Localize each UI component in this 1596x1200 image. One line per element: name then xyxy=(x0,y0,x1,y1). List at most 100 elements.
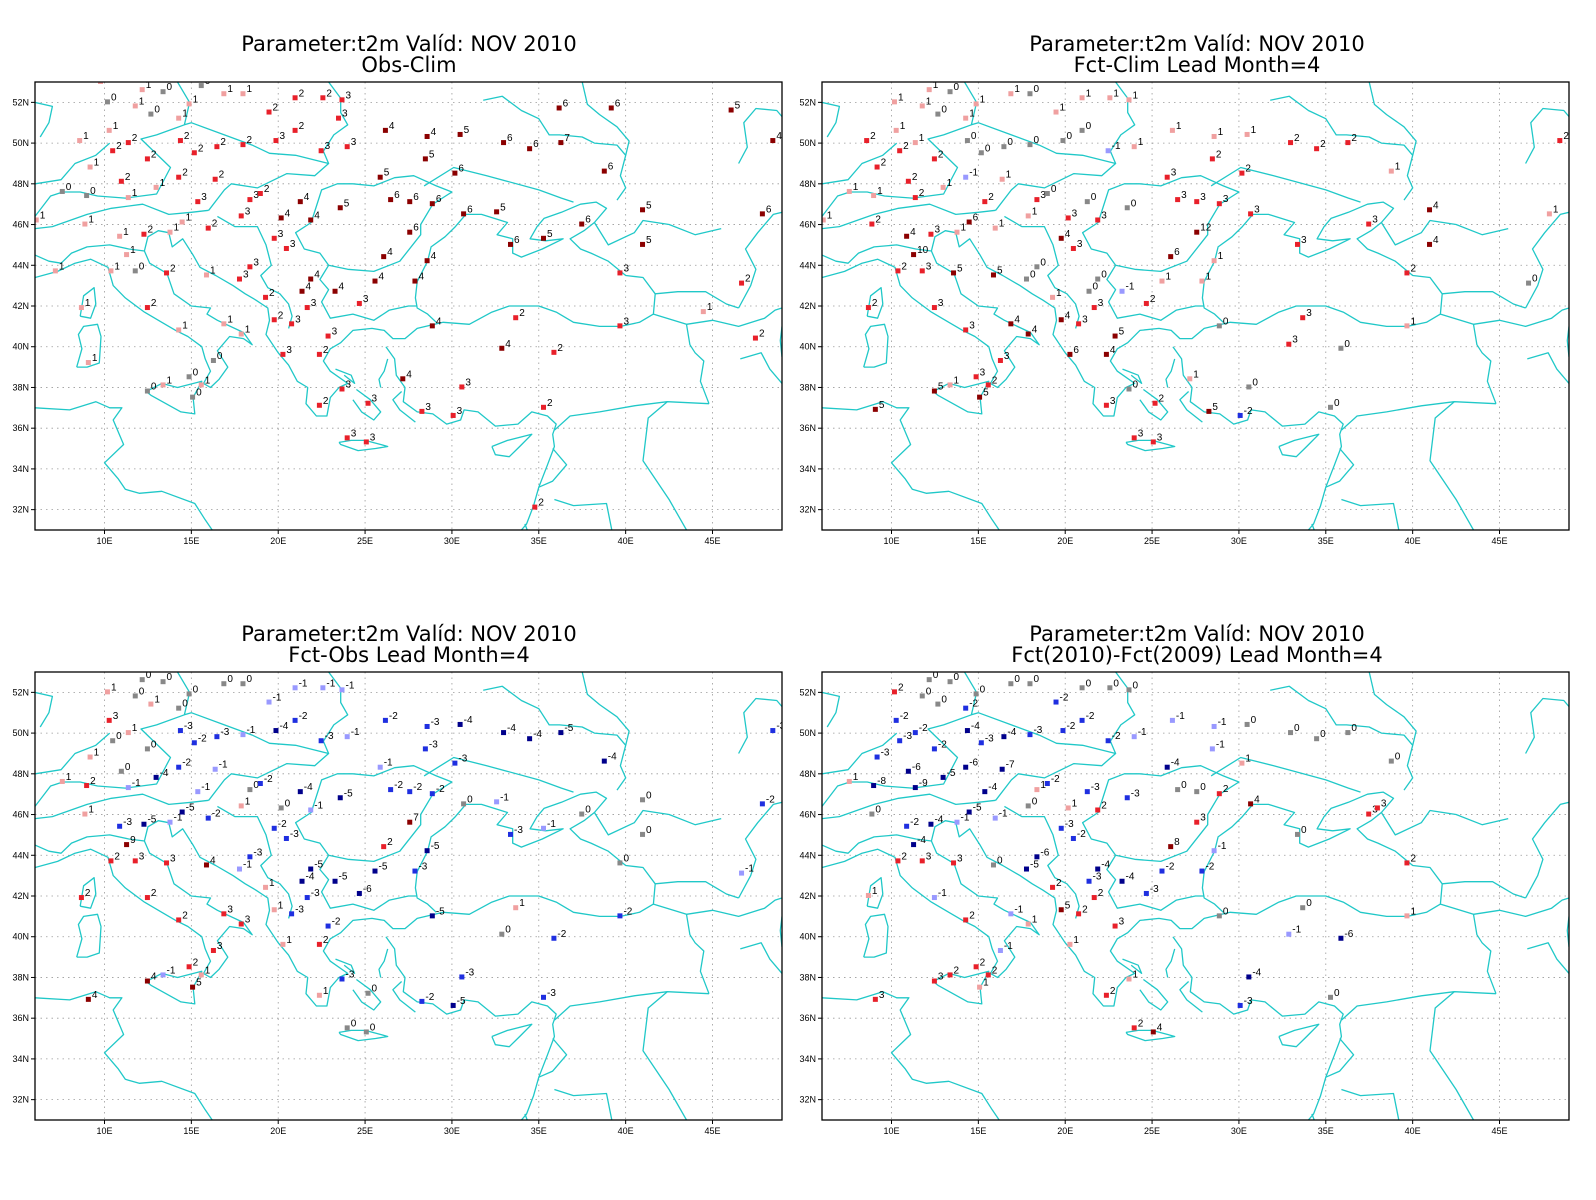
station-value: -5 xyxy=(344,788,353,799)
station-marker xyxy=(1131,734,1137,740)
station-marker xyxy=(947,89,953,95)
coastline xyxy=(822,793,996,820)
x-tick-label: 45E xyxy=(1492,536,1508,546)
station-marker xyxy=(1237,412,1243,418)
station-marker xyxy=(271,317,277,323)
station-value: 7 xyxy=(564,133,570,144)
coastline xyxy=(1165,948,1176,978)
coastline xyxy=(35,142,111,185)
station-marker xyxy=(1023,866,1029,872)
station-value: -3 xyxy=(123,817,132,828)
station-value: 4 xyxy=(436,316,442,327)
coastline xyxy=(483,685,627,746)
station-marker xyxy=(1159,278,1165,284)
coastline xyxy=(593,809,722,836)
station-marker xyxy=(1199,868,1205,874)
station-value: -1 xyxy=(1218,841,1227,852)
x-tick-label: 35E xyxy=(531,536,547,546)
station-marker xyxy=(963,327,969,333)
coastline xyxy=(1081,175,1240,273)
station-marker xyxy=(457,721,463,727)
station-value: 1 xyxy=(193,94,199,105)
station-marker xyxy=(931,156,937,162)
coastline xyxy=(642,401,710,530)
station-value: 3 xyxy=(253,257,259,268)
y-tick-label: 38N xyxy=(799,972,816,982)
station-marker xyxy=(999,766,1005,772)
station-value: 9 xyxy=(130,835,136,846)
station-value: 1 xyxy=(66,772,72,783)
station-marker xyxy=(1103,351,1109,357)
station-marker xyxy=(77,138,83,144)
station-value: 0 xyxy=(1033,674,1039,685)
station-marker xyxy=(1112,333,1118,339)
station-value: -2 xyxy=(264,774,273,785)
panel-title-line1: Parameter:t2m Valíd: NOV 2010 xyxy=(1029,32,1364,56)
station-marker xyxy=(407,789,413,795)
coastline xyxy=(352,978,382,1011)
station-value: 4 xyxy=(1014,314,1020,325)
station-marker xyxy=(382,127,388,133)
station-value: 2 xyxy=(387,837,393,848)
station-value: 0 xyxy=(1051,184,1057,195)
station-value: 2 xyxy=(323,345,329,356)
station-marker xyxy=(271,907,277,913)
station-marker xyxy=(1328,404,1334,410)
station-value: 3 xyxy=(1098,298,1104,309)
station-marker xyxy=(1105,738,1111,744)
station-value: 3 xyxy=(253,190,259,201)
station-value: 1 xyxy=(132,723,138,734)
station-marker xyxy=(1079,95,1085,101)
y-tick-label: 44N xyxy=(799,260,816,270)
station-value: 12 xyxy=(1200,223,1212,234)
station-marker xyxy=(1164,174,1170,180)
coastline xyxy=(1139,388,1169,421)
station-value: 1 xyxy=(182,109,188,120)
station-value: 1 xyxy=(59,261,65,272)
station-marker xyxy=(926,677,932,683)
station-value: 0 xyxy=(66,182,72,193)
coastline xyxy=(79,287,97,319)
station-marker xyxy=(1216,791,1222,797)
station-value: 0 xyxy=(1395,752,1401,763)
station-value: 3 xyxy=(1301,235,1307,246)
station-marker xyxy=(1300,905,1306,911)
station-value: 0 xyxy=(1252,377,1258,388)
coastline xyxy=(35,791,656,1007)
station-marker xyxy=(247,197,253,203)
station-value: -5 xyxy=(1030,860,1039,871)
station-marker xyxy=(299,878,305,884)
station-marker xyxy=(891,99,897,105)
station-value: 1 xyxy=(174,223,180,234)
station-marker xyxy=(292,717,298,723)
y-tick-label: 32N xyxy=(12,1095,29,1105)
station-marker xyxy=(139,87,145,93)
coastline xyxy=(538,1038,568,1078)
station-value: -1 xyxy=(219,760,228,771)
y-tick-label: 38N xyxy=(12,972,29,982)
station-marker xyxy=(1131,144,1137,150)
station-value: 4 xyxy=(151,972,157,983)
station-marker xyxy=(198,382,204,388)
x-tick-label: 25E xyxy=(357,1126,373,1136)
station-marker xyxy=(308,217,314,223)
station-marker xyxy=(297,199,303,205)
coastline xyxy=(1081,765,1240,863)
station-value: 2 xyxy=(519,308,525,319)
station-value: 1 xyxy=(853,182,859,193)
x-tick-label: 40E xyxy=(618,536,634,546)
station-marker xyxy=(1300,315,1306,321)
station-value: 3 xyxy=(279,131,285,142)
station-marker xyxy=(325,923,331,929)
station-marker xyxy=(1557,138,1563,144)
y-tick-label: 48N xyxy=(799,179,816,189)
y-tick-label: 32N xyxy=(12,505,29,515)
station-value: -1 xyxy=(345,680,354,691)
coastline xyxy=(385,936,557,1120)
station-value: 0 xyxy=(167,672,173,683)
station-value: -5 xyxy=(431,841,440,852)
station-value: 2 xyxy=(273,103,279,114)
coastline xyxy=(655,291,739,309)
